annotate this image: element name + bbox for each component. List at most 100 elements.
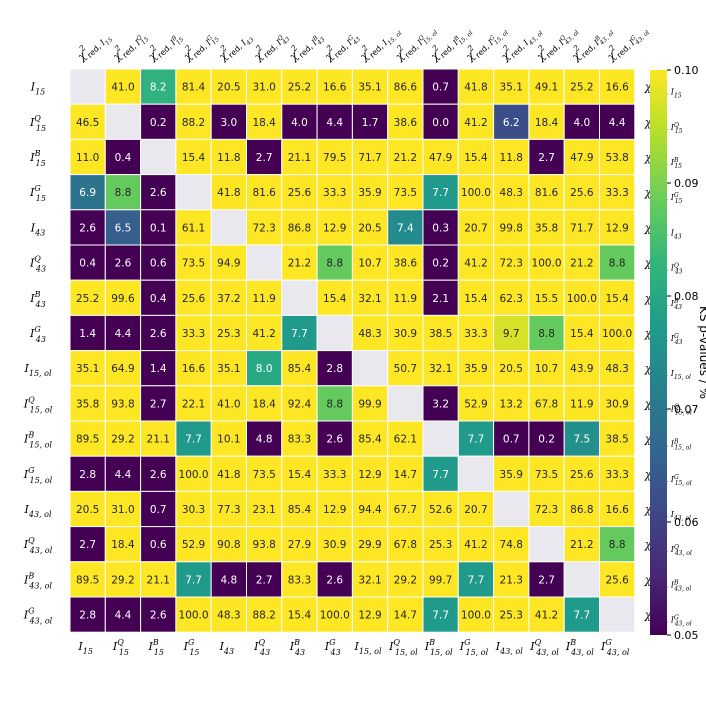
cell-value-label: 0.7: [503, 434, 520, 446]
column-labels-bottom: I15 IQ 15 IB 15 IG 15 I43 IQ 43 IB 43 IG 43 I15, ol IQ 1…: [77, 638, 629, 657]
cell-value-label: 29.2: [111, 574, 134, 586]
heatmap-cell: [246, 455, 283, 492]
heatmap-cell: [316, 561, 353, 598]
cell-value-label: 35.1: [500, 82, 523, 94]
cell-value-label: 2.7: [256, 152, 273, 164]
cell-value-label: 100.0: [461, 610, 491, 622]
top-column-label: χ2red, IG15: [178, 25, 221, 68]
heatmap-cell: [422, 385, 459, 422]
heatmap-cell: [493, 455, 530, 492]
cell-value-label: 0.6: [150, 539, 167, 551]
heatmap-cell-diagonal: [140, 138, 177, 176]
top-column-label: χ2red, I43, ol: [496, 19, 545, 68]
heatmap-cell: [563, 138, 601, 176]
heatmap-cell: [210, 561, 247, 598]
cell-value-label: 2.6: [150, 328, 167, 340]
cell-value-label: 11.9: [252, 293, 275, 305]
heatmap-cell: [210, 174, 247, 211]
heatmap-cell: [140, 209, 177, 246]
cell-value-label: 15.4: [464, 152, 488, 164]
row-label: IB 43, ol: [23, 571, 52, 590]
cell-value-label: 2.6: [326, 434, 343, 446]
heatmap-cell: [493, 103, 530, 140]
cell-value-label: 0.3: [432, 222, 449, 234]
top-column-label: χ2red, I15, ol: [355, 19, 404, 68]
heatmap-cell: [493, 420, 530, 457]
heatmap-cell: [246, 103, 283, 140]
heatmap-cell: [457, 596, 495, 633]
heatmap-cells: [69, 68, 636, 633]
cell-value-label: 79.5: [323, 152, 346, 164]
heatmap-cell: [422, 350, 459, 387]
heatmap-cell: [599, 174, 636, 211]
heatmap-cell-diagonal: [528, 526, 565, 563]
heatmap-cell: [246, 561, 283, 598]
heatmap-cell: [140, 385, 177, 422]
cell-value-label: 2.7: [256, 574, 273, 586]
cell-value-label: 2.6: [150, 187, 167, 199]
cell-value-label: 85.4: [358, 434, 382, 446]
heatmap-cell: [246, 596, 283, 633]
cell-value-label: 33.3: [323, 187, 346, 199]
cell-value-label: 0.7: [432, 82, 449, 94]
cell-value-label: 12.9: [358, 469, 381, 481]
cell-value-label: 99.8: [500, 222, 523, 234]
cell-value-label: 100.0: [532, 258, 562, 270]
heatmap-cell: [104, 68, 142, 105]
heatmap-cell: [316, 174, 353, 211]
cell-value-label: 100.0: [320, 610, 350, 622]
cell-value-label: 25.3: [217, 328, 240, 340]
cell-value-label: 20.5: [358, 222, 381, 234]
heatmap-cell: [210, 138, 247, 176]
row-label: I15: [30, 81, 46, 97]
cell-value-label: 18.4: [111, 539, 135, 551]
heatmap-cell: [246, 385, 283, 422]
heatmap-cell: [210, 455, 247, 492]
heatmap-cell: [210, 490, 247, 528]
cell-value-label: 33.3: [605, 469, 628, 481]
cell-value-label: 48.3: [217, 610, 240, 622]
heatmap-cell: [493, 138, 530, 176]
cell-value-label: 7.7: [468, 574, 485, 586]
cell-value-label: 21.2: [570, 539, 593, 551]
heatmap-cell: [281, 174, 318, 211]
heatmap-cell: [528, 279, 565, 316]
cell-value-label: 85.4: [288, 504, 312, 516]
heatmap-cell: [69, 385, 106, 422]
cell-value-label: 100.0: [179, 469, 209, 481]
cell-value-label: 7.7: [573, 610, 590, 622]
cell-value-label: 67.8: [535, 398, 558, 410]
row-label: IB 15: [29, 149, 45, 168]
cell-value-label: 2.8: [79, 610, 96, 622]
heatmap-cell: [493, 561, 530, 598]
cell-value-label: 7.7: [432, 469, 449, 481]
cell-value-label: 2.7: [538, 574, 555, 586]
cell-value-label: 15.4: [605, 293, 629, 305]
cell-value-label: 8.8: [609, 258, 626, 270]
cell-value-label: 62.1: [394, 434, 417, 446]
cell-value-label: 11.8: [500, 152, 523, 164]
cell-value-label: 0.4: [79, 258, 96, 270]
heatmap-cell: [140, 596, 177, 633]
column-label: IG 15, ol: [459, 638, 489, 657]
cell-value-label: 90.8: [217, 539, 240, 551]
heatmap-cell: [104, 209, 142, 246]
heatmap-cell: [351, 279, 389, 316]
cell-value-label: 41.8: [464, 82, 487, 94]
cell-value-label: 93.8: [252, 539, 275, 551]
heatmap-cell-diagonal: [210, 209, 247, 246]
heatmap-cell-diagonal: [422, 420, 459, 457]
cell-value-label: 4.4: [115, 328, 132, 340]
heatmap-cell: [104, 596, 142, 633]
top-column-label: χ2red, IB15: [143, 25, 186, 68]
heatmap-cell: [422, 455, 459, 492]
cell-value-label: 20.5: [217, 82, 240, 94]
heatmap-cell: [528, 314, 565, 352]
cell-value-label: 11.9: [394, 293, 417, 305]
heatmap-cell: [281, 244, 318, 281]
column-label: IQ 43, ol: [529, 638, 559, 657]
cell-value-label: 7.7: [291, 328, 308, 340]
top-column-label: χ2red, IQ15, ol: [390, 18, 440, 68]
row-label: IQ 15, ol: [23, 395, 53, 414]
cell-value-label: 3.0: [220, 117, 237, 129]
